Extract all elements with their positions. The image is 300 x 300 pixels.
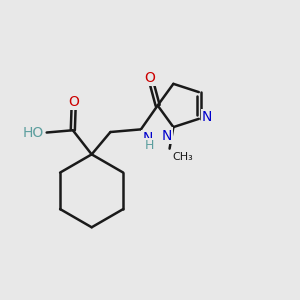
Text: HO: HO — [22, 125, 44, 140]
Text: CH₃: CH₃ — [172, 152, 193, 162]
Text: O: O — [144, 71, 155, 85]
Text: N: N — [161, 129, 172, 142]
Text: H: H — [144, 139, 154, 152]
Text: N: N — [202, 110, 212, 124]
Text: O: O — [68, 95, 79, 109]
Text: N: N — [142, 131, 153, 145]
